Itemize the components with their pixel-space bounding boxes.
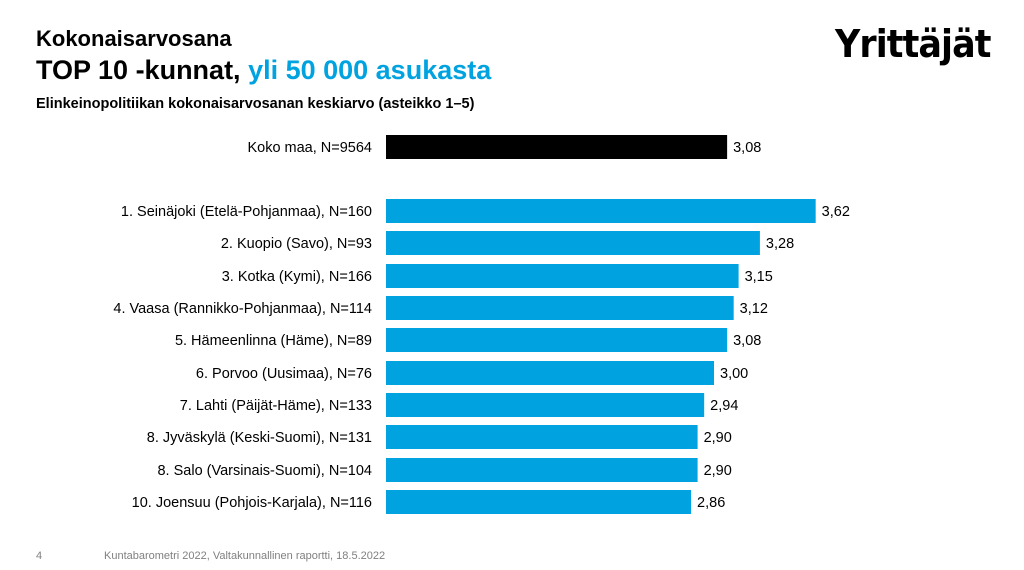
value-label: 3,08: [733, 333, 761, 349]
value-label: 3,12: [740, 301, 768, 317]
category-label: 8. Jyväskylä (Keski-Suomi), N=131: [147, 430, 372, 446]
footer-source: Kuntabarometri 2022, Valtakunnallinen ra…: [104, 550, 386, 562]
value-label: 3,08: [733, 140, 761, 156]
bar: [386, 231, 760, 255]
chart-title-line1: Kokonaisarvosana: [36, 26, 232, 51]
yrittajat-logo: Yrittäjät: [835, 22, 991, 66]
value-label: 2,94: [710, 398, 738, 414]
title-part1: TOP 10 -kunnat,: [36, 55, 249, 85]
value-label: 3,00: [720, 366, 748, 382]
value-label: 3,62: [822, 204, 850, 220]
bar: [386, 425, 698, 449]
value-label: 2,90: [704, 430, 732, 446]
bar: [386, 393, 705, 417]
title-part2-accent: yli 50 000 asukasta: [248, 55, 492, 85]
category-label: Koko maa, N=9564: [247, 140, 372, 156]
value-label: 2,90: [704, 463, 732, 479]
category-label: 1. Seinäjoki (Etelä-Pohjanmaa), N=160: [121, 204, 372, 220]
page-number: 4: [36, 550, 43, 562]
bar: [386, 264, 739, 288]
value-label: 2,86: [697, 495, 725, 511]
bar: [386, 135, 728, 159]
category-label: 8. Salo (Varsinais-Suomi), N=104: [157, 463, 372, 479]
bar: [386, 490, 692, 514]
category-label: 2. Kuopio (Savo), N=93: [221, 236, 372, 252]
bar-chart: Koko maa, N=9564 3,08 1. Seinäjoki (Etelä-…: [113, 135, 850, 514]
category-label: 10. Joensuu (Pohjois-Karjala), N=116: [132, 495, 372, 511]
bar: [386, 199, 816, 223]
value-label: 3,15: [745, 269, 773, 285]
category-label: 4. Vaasa (Rannikko-Pohjanmaa), N=114: [113, 301, 372, 317]
category-label: 7. Lahti (Päijät-Häme), N=133: [180, 398, 372, 414]
category-label: 6. Porvoo (Uusimaa), N=76: [196, 366, 372, 382]
category-label: 5. Hämeenlinna (Häme), N=89: [175, 333, 372, 349]
bar: [386, 361, 714, 385]
chart-subtitle: Elinkeinopolitiikan kokonaisarvosanan ke…: [36, 96, 475, 112]
bar: [386, 328, 728, 352]
category-label: 3. Kotka (Kymi), N=166: [222, 269, 372, 285]
value-label: 3,28: [766, 236, 794, 252]
bar: [386, 296, 734, 320]
bar: [386, 458, 698, 482]
chart-title-line2: TOP 10 -kunnat, yli 50 000 asukasta: [36, 55, 491, 86]
